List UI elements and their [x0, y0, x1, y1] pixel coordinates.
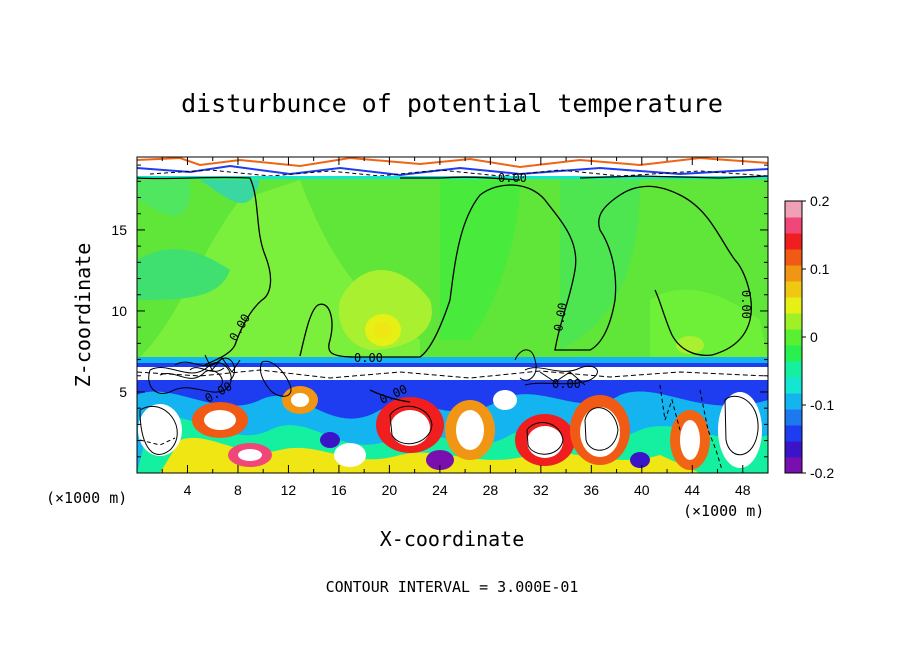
colorbar-swatch [785, 281, 802, 298]
z-tick-label: 15 [111, 222, 127, 238]
zero-contours [137, 175, 768, 403]
x-unit-left: (×1000 m) [46, 489, 127, 507]
colorbar-swatch [785, 457, 802, 474]
z-axis: 5 10 15 [111, 164, 768, 458]
x-tick-label: 12 [281, 482, 297, 498]
colorbar-tick-label: 0.2 [810, 193, 830, 209]
x-tick-label: 44 [684, 482, 700, 498]
contour-clusters [148, 349, 598, 397]
x-unit-right: (×1000 m) [683, 502, 764, 520]
colorbar-swatch [785, 201, 802, 218]
x-tick-label: 16 [331, 482, 347, 498]
contour-label: 0.00 [551, 302, 570, 333]
colorbar-swatch [785, 345, 802, 362]
y-axis-label: Z-coordinate [71, 243, 95, 388]
contour-label: 0.00 [354, 351, 383, 365]
colorbar-swatch [785, 217, 802, 234]
x-tick-label: 32 [533, 482, 549, 498]
upper-field [137, 180, 768, 360]
colorbar-swatch [785, 377, 802, 394]
colorbar-swatch [785, 233, 802, 250]
lower-field [137, 380, 768, 473]
x-tick-label: 36 [584, 482, 600, 498]
top-strip [137, 157, 768, 179]
colorbar-swatch [785, 265, 802, 282]
x-tick-label: 28 [483, 482, 499, 498]
colorbar-tick-label: 0 [810, 329, 818, 345]
x-tick-label: 8 [234, 482, 242, 498]
chart-title: disturbunce of potential temperature [181, 89, 723, 118]
colorbar-tick-label: 0.1 [810, 261, 830, 277]
inversion-band [137, 357, 768, 381]
z-tick-label: 10 [111, 303, 127, 319]
colorbar-swatch [785, 441, 802, 458]
colorbar [785, 201, 802, 474]
x-tick-label: 48 [735, 482, 751, 498]
x-tick-label: 4 [184, 482, 192, 498]
colorbar-swatch [785, 361, 802, 378]
colorbar-tick-label: -0.1 [810, 397, 834, 413]
colorbar-swatch [785, 297, 802, 314]
colorbar-swatch [785, 425, 802, 442]
contour-label: 0.00 [552, 377, 581, 391]
z-tick-label: 5 [119, 384, 127, 400]
x-tick-label: 20 [382, 482, 398, 498]
x-axis-label: X-coordinate [380, 527, 525, 551]
contour-label: 0.00 [498, 171, 527, 185]
colorbar-swatch [785, 393, 802, 410]
contour-interval-note: CONTOUR INTERVAL = 3.000E-01 [326, 578, 579, 596]
colorbar-swatch [785, 409, 802, 426]
plot-area [137, 157, 768, 473]
contour-label: 0.00 [739, 290, 753, 319]
x-tick-label: 24 [432, 482, 448, 498]
colorbar-swatch [785, 249, 802, 266]
plot-frame [136, 156, 769, 474]
x-axis: 4 8 12 16 20 24 28 32 36 40 44 48 [161, 157, 751, 498]
colorbar-swatch [785, 329, 802, 346]
colorbar-ticks: 0.2 0.1 0 -0.1 -0.2 [802, 193, 834, 481]
colorbar-tick-label: -0.2 [810, 465, 834, 481]
x-tick-label: 40 [634, 482, 650, 498]
colorbar-swatch [785, 313, 802, 330]
